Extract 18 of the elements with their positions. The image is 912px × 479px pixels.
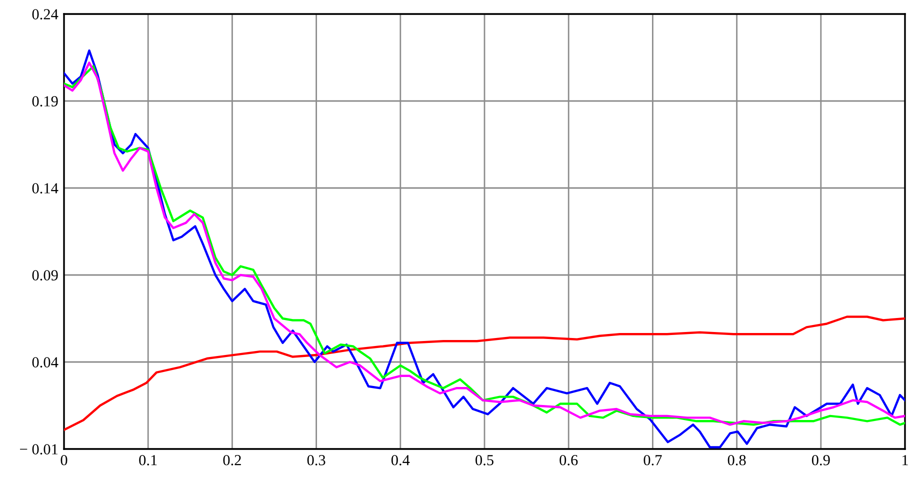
x-tick-label: 0.2 (223, 454, 241, 466)
y-tick-label: 0.19 (32, 96, 58, 107)
x-tick-label: 0 (60, 454, 68, 466)
x-tick-label: 0.3 (307, 454, 326, 466)
y-tick-label: 0.04 (32, 357, 58, 368)
line-series (64, 316, 905, 431)
y-tick-label: − 0.01 (20, 444, 58, 455)
x-tick-label: 0.4 (391, 454, 410, 466)
x-tick-label: 0.9 (812, 454, 830, 466)
x-tick-label: 0.1 (139, 454, 157, 466)
x-tick-label: 0.6 (560, 454, 578, 466)
x-tick-label: 0.8 (728, 454, 746, 466)
y-tick-label: 0.09 (32, 270, 58, 281)
y-tick-label: 0.14 (32, 183, 58, 194)
x-tick-label: 0.7 (644, 454, 662, 466)
x-tick-label: 0.5 (476, 454, 494, 466)
y-tick-label: 0.24 (32, 9, 58, 20)
x-tick-label: 1 (902, 455, 908, 466)
